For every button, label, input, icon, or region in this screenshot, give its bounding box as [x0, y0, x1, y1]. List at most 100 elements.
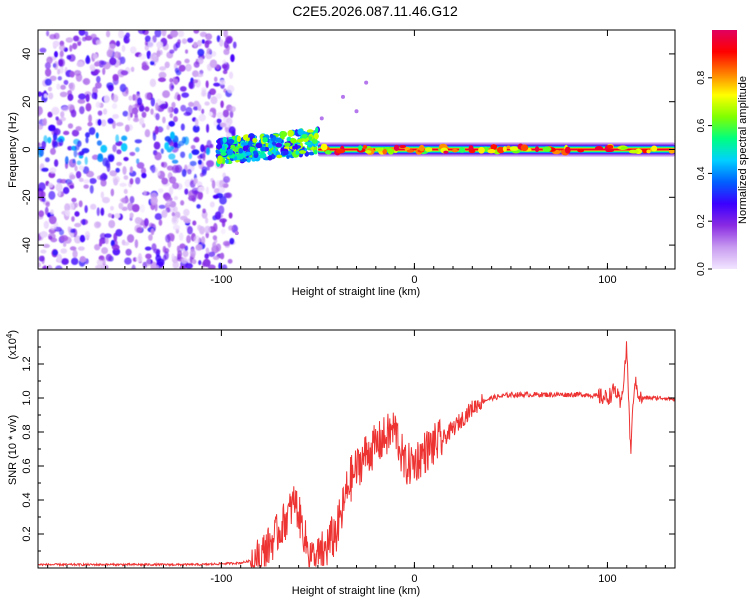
- cluster-cell: [267, 155, 273, 161]
- spectrogram-y-tick-label: 40: [21, 48, 33, 60]
- noise-cell: [130, 66, 135, 73]
- noise-cell: [115, 229, 123, 237]
- noise-cell: [77, 246, 85, 251]
- noise-cell: [213, 222, 218, 232]
- noise-cell: [84, 35, 93, 41]
- cluster-cell: [269, 133, 274, 139]
- noise-cell: [69, 70, 75, 78]
- noise-cell: [220, 100, 224, 108]
- noise-cell: [184, 188, 189, 195]
- noise-cell: [177, 30, 185, 38]
- noise-cell: [183, 208, 190, 217]
- noise-cell: [75, 170, 82, 179]
- noise-cell: [188, 152, 193, 160]
- noise-cell: [129, 178, 134, 185]
- noise-cell: [57, 76, 63, 81]
- noise-cell: [207, 91, 212, 100]
- noise-cell: [103, 94, 110, 104]
- noise-cell: [168, 146, 175, 151]
- cluster-cell: [311, 138, 318, 145]
- tone-cell: [320, 143, 328, 151]
- noise-cell: [184, 262, 193, 269]
- cluster-cell: [245, 151, 252, 156]
- noise-cell: [198, 260, 202, 266]
- colorbar-ticks: 0.0 0.2 0.4 0.6 0.8: [696, 70, 712, 276]
- noise-cell: [150, 108, 154, 115]
- noise-cell: [181, 136, 187, 144]
- noise-cell: [127, 112, 131, 121]
- noise-cell: [188, 81, 196, 90]
- noise-cell: [136, 227, 143, 233]
- noise-cell: [61, 106, 69, 112]
- noise-cell: [161, 209, 168, 218]
- cluster-cell: [280, 130, 288, 138]
- tone-cell: [365, 150, 372, 154]
- noise-cell: [40, 191, 46, 198]
- noise-cell: [124, 257, 132, 265]
- noise-cell: [122, 110, 129, 117]
- noise-cell: [60, 84, 66, 90]
- noise-cell: [145, 253, 152, 259]
- noise-cell: [137, 30, 146, 35]
- noise-cell: [219, 180, 225, 188]
- noise-cell: [182, 250, 189, 258]
- noise-cell: [140, 167, 147, 175]
- noise-cell: [221, 264, 228, 269]
- noise-cell: [202, 208, 207, 214]
- noise-cell: [207, 264, 216, 269]
- noise-cell: [173, 141, 178, 148]
- snr-x-tick-label: -100: [210, 573, 232, 585]
- noise-cell: [222, 109, 230, 118]
- spectrogram-x-tick-label: 0: [411, 274, 417, 286]
- cluster-cell: [237, 153, 244, 160]
- noise-cell: [144, 35, 151, 43]
- noise-cell: [225, 192, 233, 199]
- tone-cell: [362, 144, 368, 150]
- noise-cell: [62, 186, 70, 195]
- noise-cell: [121, 206, 128, 212]
- noise-cell: [197, 104, 202, 112]
- noise-cell: [158, 71, 167, 79]
- cluster-cell: [267, 151, 272, 156]
- noise-cell: [166, 124, 170, 131]
- noise-cell: [212, 241, 217, 249]
- noise-cell: [59, 50, 64, 58]
- noise-cell: [212, 194, 219, 199]
- noise-cell: [59, 91, 68, 98]
- spectrogram-y-tick-label: -20: [21, 189, 33, 205]
- noise-cell: [50, 147, 56, 155]
- noise-cell: [168, 153, 176, 160]
- noise-cell: [86, 170, 95, 178]
- noise-cell: [144, 92, 152, 100]
- noise-cell: [129, 212, 134, 219]
- noise-cell: [208, 251, 216, 257]
- noise-cell: [168, 186, 174, 196]
- noise-cell: [63, 242, 67, 247]
- cluster-cell: [301, 133, 308, 139]
- cluster-cell: [238, 147, 244, 154]
- noise-cell: [201, 166, 207, 174]
- tone-region: [317, 142, 675, 157]
- cluster-cell: [260, 146, 266, 152]
- noise-cell: [150, 196, 158, 206]
- colorbar-label: Normalized spectral amplitude: [737, 76, 749, 224]
- noise-cell: [228, 225, 234, 231]
- noise-cell: [39, 231, 48, 238]
- noise-cell: [135, 177, 141, 185]
- cluster-cell: [220, 152, 227, 156]
- snr-plot-area: [38, 330, 675, 568]
- noise-cell: [47, 182, 54, 188]
- noise-cell: [180, 123, 185, 131]
- cluster-cell: [315, 127, 319, 133]
- noise-cell: [121, 44, 126, 53]
- noise-cell: [70, 109, 77, 118]
- noise-cell: [101, 247, 109, 255]
- noise-cell: [158, 219, 163, 226]
- cluster-cell: [290, 138, 297, 144]
- noise-cell: [84, 156, 88, 165]
- noise-cell: [105, 30, 111, 38]
- tone-cell: [487, 149, 496, 154]
- tone-cell: [468, 149, 476, 154]
- noise-cell: [223, 176, 231, 184]
